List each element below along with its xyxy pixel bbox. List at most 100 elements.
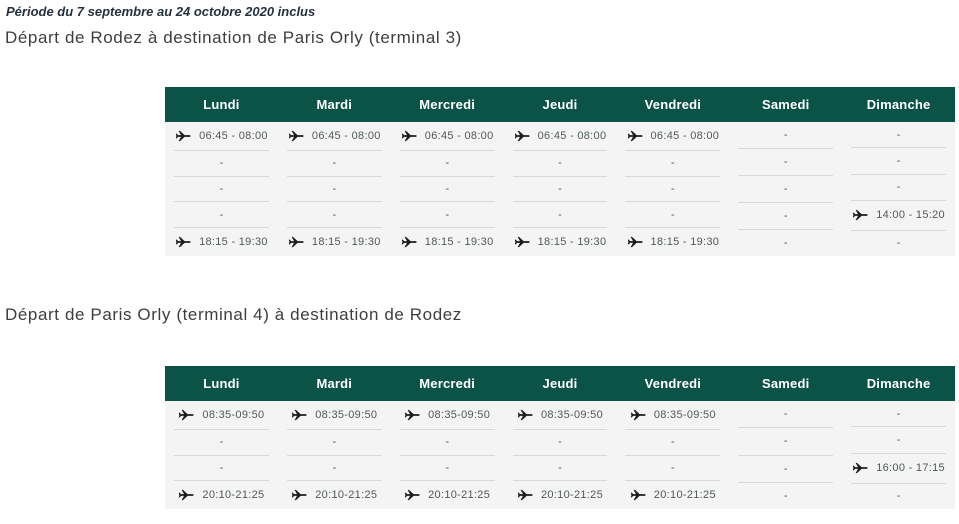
flight-time: 20:10-21:25	[428, 488, 491, 501]
flight-cell: 08:35-09:50	[286, 401, 382, 431]
empty-dash: -	[558, 157, 562, 170]
schedule-table-return: Lundi Mardi Mercredi Jeudi Vendredi Samedi Dim…	[165, 366, 955, 509]
flight-cell: 08:35-09:50	[625, 401, 721, 431]
day-column: 08:35-09:50 - - 20:10-21:25	[504, 401, 617, 509]
empty-dash: -	[783, 129, 788, 141]
plane-icon	[627, 236, 643, 247]
empty-cell: -	[851, 122, 946, 149]
empty-dash: -	[332, 208, 337, 221]
empty-cell: -	[512, 177, 608, 203]
empty-dash: -	[783, 210, 788, 222]
flight-time: 16:00 - 17:15	[876, 462, 945, 475]
flight-cell: 20:10-21:25	[625, 481, 720, 509]
empty-cell: -	[738, 203, 834, 230]
empty-dash: -	[332, 157, 337, 170]
flight-time: 08:35-09:50	[653, 409, 716, 422]
flight-cell: 16:00 - 17:15	[851, 454, 946, 484]
empty-cell: -	[399, 151, 495, 177]
flight-time: 08:35-09:50	[540, 409, 604, 422]
empty-dash: -	[783, 408, 788, 421]
day-header-cell: Dimanche	[866, 376, 931, 391]
empty-cell: -	[851, 484, 946, 509]
empty-cell: -	[399, 456, 495, 481]
empty-cell: -	[738, 428, 834, 456]
section-title-outbound: Départ de Rodez à destination de Paris O…	[5, 28, 462, 47]
day-header-cell: Mercredi	[419, 376, 476, 391]
empty-cell: -	[174, 202, 269, 228]
empty-cell: -	[851, 401, 946, 428]
empty-dash: -	[558, 208, 562, 221]
empty-dash: -	[671, 157, 675, 170]
flight-cell: 20:10-21:25	[287, 481, 382, 509]
flight-time: 20:10-21:25	[202, 488, 265, 501]
empty-dash: -	[445, 208, 449, 221]
flight-cell: 18:15 - 19:30	[513, 228, 608, 256]
table-body: 08:35-09:50 - - 20:10-21:25 08:35-09:50 - - 20:…	[165, 401, 955, 509]
plane-icon	[517, 489, 533, 501]
empty-dash: -	[219, 208, 224, 221]
empty-dash: -	[558, 436, 562, 449]
day-header-cell: Samedi	[762, 97, 810, 112]
empty-dash: -	[671, 208, 675, 221]
empty-cell: -	[286, 456, 382, 481]
empty-dash: -	[445, 436, 449, 449]
flight-time: 08:35-09:50	[428, 409, 491, 422]
empty-dash: -	[219, 183, 224, 195]
empty-dash: -	[896, 433, 901, 446]
empty-cell: -	[738, 401, 834, 429]
day-column: - - - -	[729, 401, 842, 509]
empty-dash: -	[671, 183, 675, 195]
flight-cell: 06:45 - 08:00	[286, 122, 382, 152]
empty-dash: -	[783, 156, 788, 168]
empty-cell: -	[174, 151, 269, 177]
empty-dash: -	[783, 237, 788, 249]
empty-cell: -	[625, 151, 721, 177]
empty-cell: -	[174, 177, 269, 203]
day-header-cell: Vendredi	[644, 376, 702, 391]
empty-cell: -	[738, 149, 834, 176]
day-header-cell: Lundi	[203, 97, 240, 112]
plane-icon	[630, 409, 646, 421]
empty-cell: -	[738, 122, 834, 149]
empty-cell: -	[286, 177, 382, 203]
empty-dash: -	[219, 461, 224, 474]
flight-cell: 08:35-09:50	[512, 401, 608, 431]
empty-dash: -	[783, 462, 788, 475]
empty-cell: -	[174, 456, 269, 481]
plane-icon	[630, 489, 646, 501]
empty-dash: -	[783, 489, 788, 502]
day-header-cell: Mardi	[316, 376, 353, 391]
flight-cell: 20:10-21:25	[174, 481, 269, 509]
empty-dash: -	[671, 436, 675, 449]
flight-cell: 06:45 - 08:00	[625, 122, 721, 152]
flight-cell: 06:45 - 08:00	[399, 122, 495, 152]
empty-cell: -	[512, 456, 608, 481]
flight-cell: 18:15 - 19:30	[287, 228, 382, 256]
plane-icon	[175, 236, 191, 247]
plane-icon	[288, 236, 304, 247]
day-column: - - 16:00 - 17:15 -	[842, 401, 955, 509]
empty-dash: -	[219, 157, 224, 170]
empty-dash: -	[896, 128, 901, 141]
flight-cell: 18:15 - 19:30	[174, 228, 269, 256]
flight-cell: 08:35-09:50	[399, 401, 495, 431]
day-column: 08:35-09:50 - - 20:10-21:25	[616, 401, 729, 509]
empty-cell: -	[625, 456, 721, 481]
plane-icon	[514, 236, 530, 247]
empty-cell: -	[738, 230, 833, 256]
empty-dash: -	[896, 237, 901, 250]
empty-dash: -	[219, 436, 224, 449]
empty-cell: -	[851, 427, 946, 454]
plane-icon	[514, 131, 530, 142]
empty-dash: -	[896, 407, 901, 420]
day-header-cell: Lundi	[203, 376, 240, 391]
empty-cell: -	[738, 456, 834, 483]
flight-time: 06:45 - 08:00	[199, 130, 268, 143]
empty-dash: -	[671, 461, 675, 474]
flight-time: 18:15 - 19:30	[650, 235, 720, 248]
plane-icon	[627, 131, 643, 142]
day-column: 06:45 - 08:00 - - - 18:15 - 19:30	[391, 122, 504, 256]
day-header-row: Lundi Mardi Mercredi Jeudi Vendredi Samedi Dim…	[165, 87, 955, 122]
empty-cell: -	[512, 430, 608, 456]
empty-cell: -	[399, 177, 495, 203]
